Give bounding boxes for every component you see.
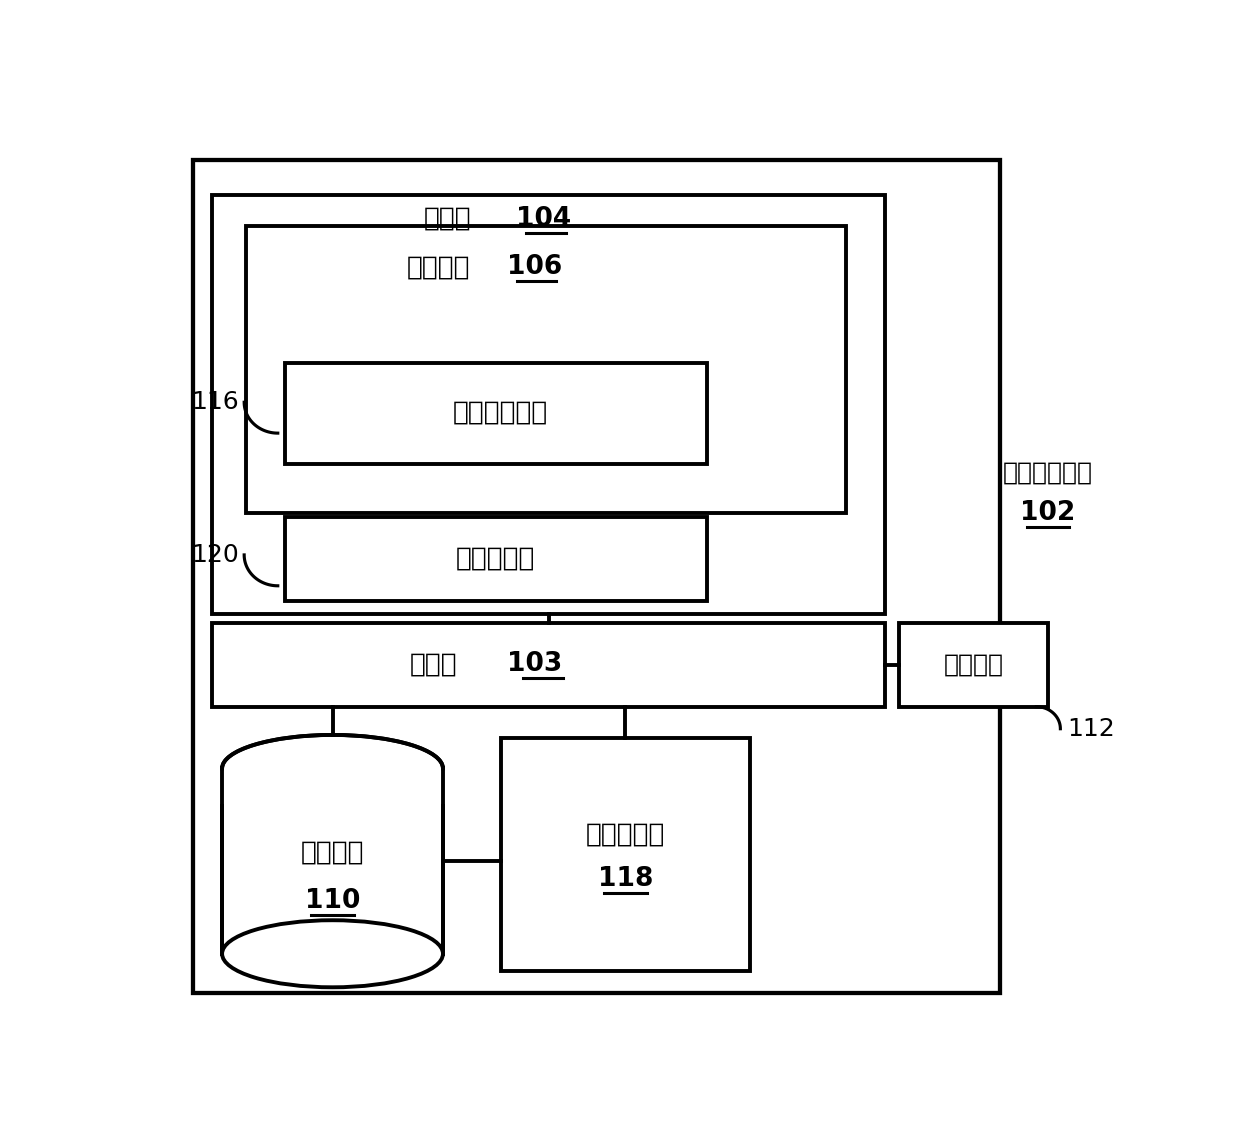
Text: 106: 106 [507, 254, 561, 281]
Text: 116: 116 [192, 391, 239, 414]
Text: 温度传感器: 温度传感器 [586, 822, 665, 848]
Text: 118: 118 [597, 865, 653, 892]
Text: 120: 120 [192, 543, 239, 567]
Text: 热过滤数据: 热过滤数据 [456, 545, 535, 572]
Text: 存储资源: 存储资源 [301, 839, 364, 865]
Bar [213, 623, 885, 707]
Bar [900, 623, 1048, 707]
Bar [193, 159, 1000, 994]
Text: 信息处理系统: 信息处理系统 [1002, 461, 1093, 485]
Bar [285, 517, 707, 601]
Ellipse shape [222, 735, 444, 802]
Bar [222, 769, 444, 953]
Bar [285, 362, 707, 464]
Text: 103: 103 [507, 651, 561, 677]
Text: 用户接口: 用户接口 [944, 652, 1004, 676]
Text: 处理器: 处理器 [410, 651, 457, 677]
Ellipse shape [222, 920, 444, 988]
Text: 104: 104 [517, 205, 571, 231]
Bar [501, 738, 751, 972]
Text: 存储器: 存储器 [424, 205, 472, 231]
Bar [247, 226, 846, 512]
Bar [213, 195, 885, 614]
Text: 112: 112 [1067, 716, 1115, 740]
Text: 操作系统: 操作系统 [406, 254, 470, 281]
Text: 102: 102 [1020, 500, 1075, 526]
Text: 热过滤驱动器: 热过滤驱动器 [453, 400, 548, 426]
Bar [217, 769, 447, 803]
Text: 110: 110 [305, 888, 361, 913]
